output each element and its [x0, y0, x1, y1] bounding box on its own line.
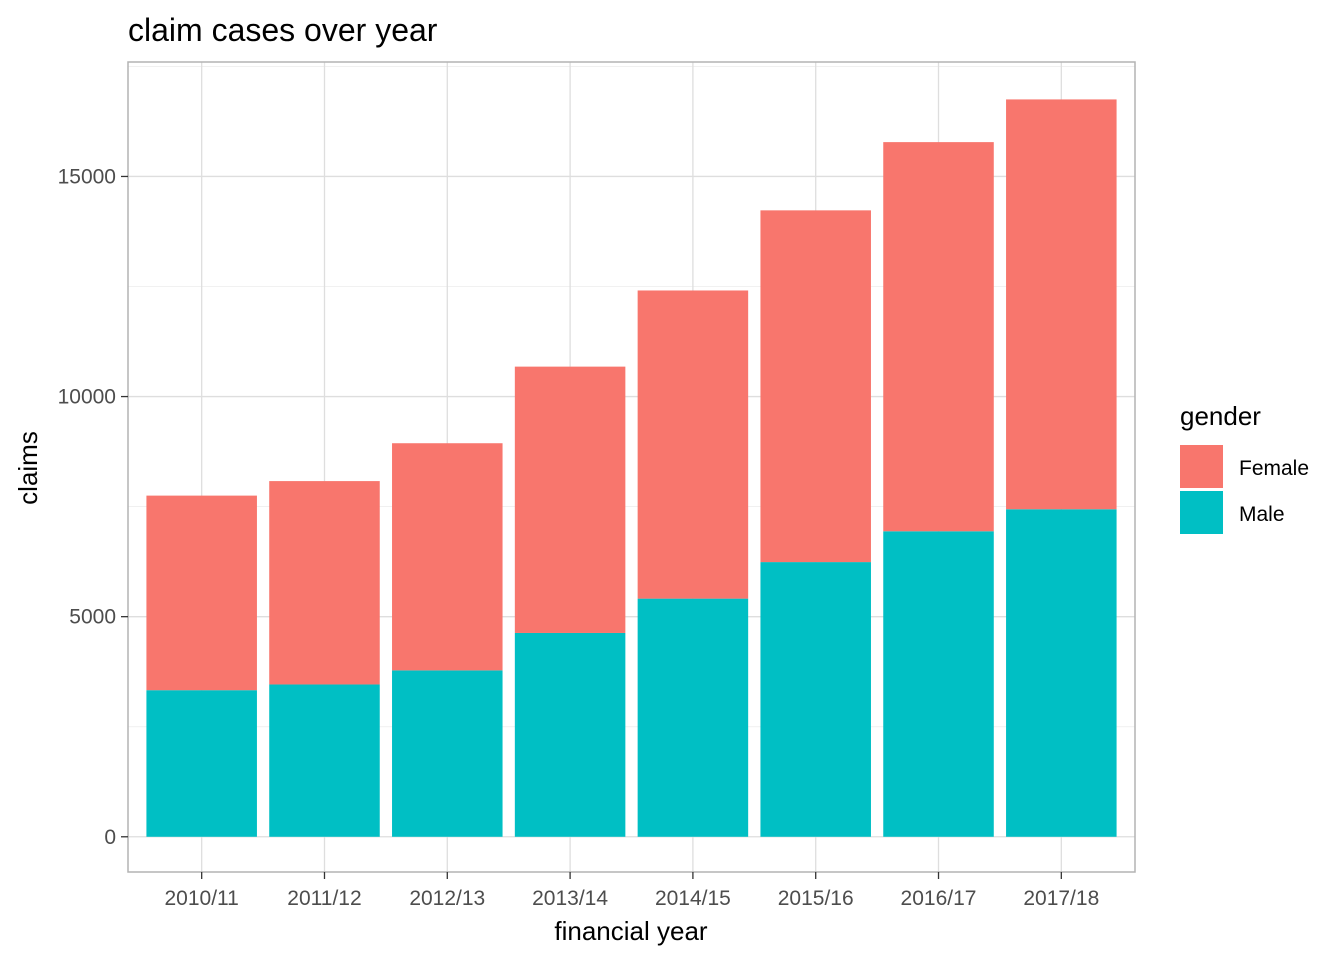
y-axis-ticks: 0 5000 10000 15000: [58, 165, 128, 849]
bar-female-2011-12: [269, 481, 380, 685]
bar-male-2010-11: [146, 690, 257, 837]
x-tick-label: 2010/11: [165, 887, 239, 910]
y-axis-title: claims: [13, 431, 43, 505]
x-tick-label: 2017/18: [1023, 887, 1099, 910]
bar-male-2017-18: [1006, 509, 1117, 837]
bars: [146, 99, 1117, 837]
y-tick-label: 15000: [58, 165, 116, 188]
legend-label-male: Male: [1239, 503, 1285, 526]
legend-items: Female Male: [1180, 445, 1309, 534]
y-tick-label: 5000: [69, 606, 116, 629]
bar-female-2017-18: [1006, 99, 1117, 510]
bar-male-2016-17: [883, 531, 994, 837]
legend-swatch-male: [1180, 491, 1223, 534]
bar-female-2013-14: [514, 366, 626, 633]
bar-male-2012-13: [392, 670, 503, 837]
bar-female-2010-11: [146, 495, 257, 691]
bar-female-2012-13: [392, 443, 503, 671]
legend-swatch-female: [1180, 445, 1223, 488]
chart-title: claim cases over year: [128, 12, 438, 48]
legend: gender Female Male: [1180, 401, 1309, 534]
y-tick-label: 0: [104, 826, 116, 849]
y-tick-label: 10000: [58, 386, 116, 409]
legend-label-female: Female: [1239, 457, 1309, 480]
x-tick-label: 2012/13: [409, 887, 485, 910]
x-tick-label: 2016/17: [901, 887, 977, 910]
bar-female-2014-15: [637, 290, 749, 599]
legend-title: gender: [1180, 401, 1261, 431]
x-axis-ticks: 2010/11 2011/12 2012/13 2013/14 2014/15 2015/…: [165, 872, 1099, 910]
x-tick-label: 2015/16: [778, 887, 854, 910]
bar-male-2011-12: [269, 684, 380, 837]
bar-female-2016-17: [883, 142, 994, 532]
plot-panel-border: [127, 61, 1136, 873]
bar-male-2013-14: [514, 632, 626, 837]
bar-male-2015-16: [760, 562, 871, 837]
x-tick-label: 2011/12: [287, 887, 361, 910]
x-axis-title: financial year: [554, 916, 708, 946]
x-tick-label: 2013/14: [532, 887, 608, 910]
bar-male-2014-15: [637, 598, 749, 837]
x-tick-label: 2014/15: [655, 887, 731, 910]
bar-female-2015-16: [760, 210, 871, 563]
